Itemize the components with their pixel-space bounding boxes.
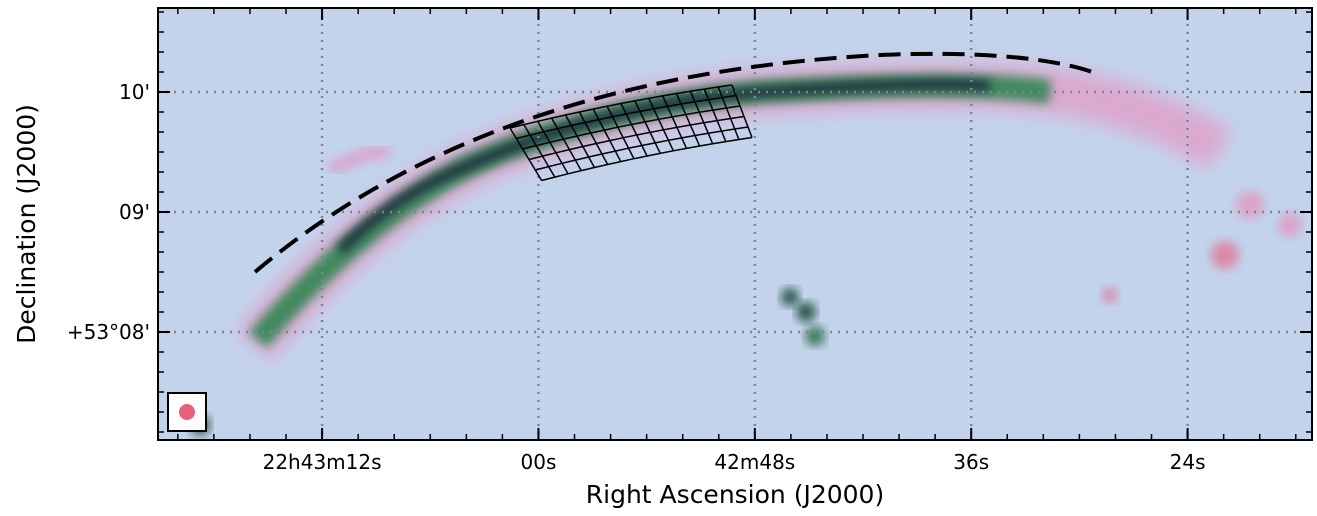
x-axis-label: Right Ascension (J2000): [586, 480, 884, 509]
x-tick-label: 00s: [521, 450, 557, 474]
mesh-line: [592, 108, 622, 162]
y-tick-label: +53°08': [67, 320, 150, 344]
mesh-line: [689, 90, 714, 145]
mesh-line: [606, 105, 635, 160]
mesh-line: [523, 124, 556, 178]
x-tick-label: 42m48s: [714, 450, 795, 474]
mesh-line: [550, 117, 582, 171]
dashed-arc: [253, 51, 1101, 274]
y-tick-label: 10': [119, 80, 150, 104]
y-tick-label: 09': [119, 200, 150, 224]
mesh-line: [537, 120, 569, 175]
mesh-grid: [509, 84, 753, 182]
mesh-line: [703, 88, 727, 142]
mesh-line: [541, 136, 753, 182]
x-tick-label: 22h43m12s: [263, 450, 382, 474]
mesh-line: [731, 84, 753, 138]
mesh-line: [509, 127, 543, 181]
x-tick-label: 24s: [1170, 450, 1206, 474]
beam: [179, 404, 195, 420]
y-axis-label: Declination (J2000): [12, 104, 41, 344]
mesh-line: [675, 93, 701, 147]
mesh-line: [578, 111, 609, 165]
x-tick-label: 36s: [953, 450, 989, 474]
mesh-line: [661, 95, 688, 149]
radio-image: [158, 8, 1312, 440]
mesh-line: [648, 97, 675, 152]
mesh-line: [717, 86, 740, 140]
mesh-line: [620, 103, 648, 157]
mesh-line: [564, 114, 596, 168]
mesh-line: [634, 100, 661, 154]
plot-frame: [157, 7, 1313, 441]
